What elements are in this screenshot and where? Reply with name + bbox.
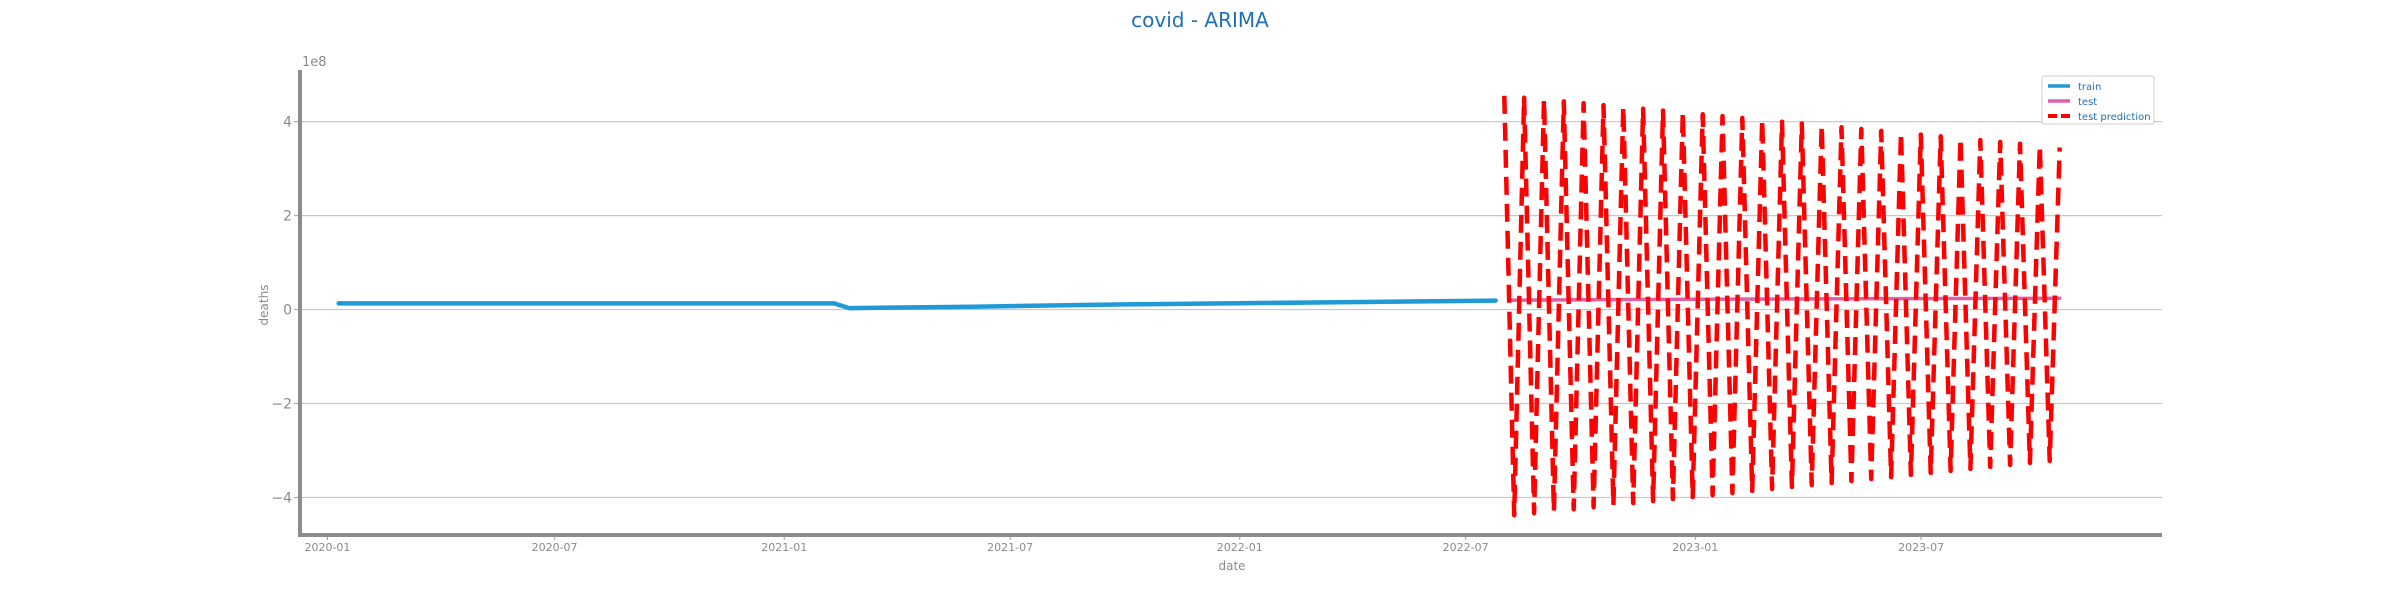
x-tick-label-2: 2021-01 (761, 541, 807, 554)
y-tick-label-2: 0 (283, 303, 292, 319)
y-tick-label-3: −2 (271, 396, 292, 412)
y-tick-label-4: −4 (271, 490, 292, 506)
x-tick-label-6: 2023-01 (1672, 541, 1718, 554)
y-tick-label-0: 4 (283, 115, 292, 131)
y-axis-offset-label: 1e8 (302, 55, 327, 70)
y-axis-label: deaths (257, 285, 271, 326)
x-tick-label-1: 2020-07 (532, 541, 578, 554)
series-line-test-prediction (1502, 95, 2062, 518)
legend-box (2041, 75, 2155, 125)
axes (294, 70, 2162, 540)
series-line-test (1507, 296, 2062, 302)
x-tick-label-0: 2020-01 (304, 541, 350, 554)
grid-lines (300, 121, 2162, 499)
x-tick-label-5: 2022-07 (1443, 541, 1489, 554)
x-tick-label-4: 2022-01 (1217, 541, 1263, 554)
legend: train test test prediction (2041, 75, 2155, 125)
x-tick-label-3: 2021-07 (987, 541, 1033, 554)
legend-label-2: test prediction (2078, 112, 2151, 123)
series-layer (336, 95, 2062, 518)
x-axis-label: date (1218, 559, 1245, 573)
series-line-train (336, 298, 1498, 311)
legend-label-1: test (2078, 97, 2097, 108)
legend-label-0: train (2078, 82, 2101, 93)
y-tick-label-1: 2 (283, 209, 292, 225)
tick-labels: 4 2 0 −2 −4 2020-01 2020-07 2021-01 2021-07 2022-… (271, 115, 1944, 554)
chart-title: covid - ARIMA (1131, 8, 1269, 32)
x-tick-label-7: 2023-07 (1898, 541, 1944, 554)
